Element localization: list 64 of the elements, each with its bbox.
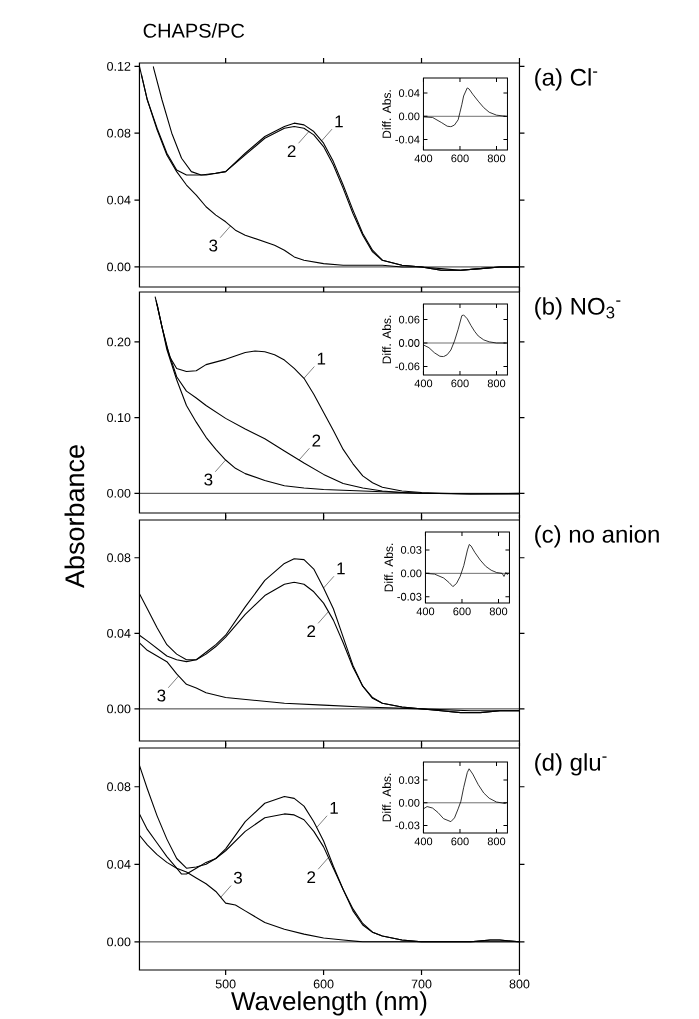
y-tick-label: 0.00 <box>398 339 420 347</box>
x-tick-label: 600 <box>313 979 334 989</box>
y-tick-label: 0.00 <box>106 488 131 498</box>
y-tick-label: 0.08 <box>106 553 131 563</box>
x-tick-label: 800 <box>487 154 506 163</box>
annotation: 1 <box>330 802 338 814</box>
x-tick-label: 700 <box>411 979 432 989</box>
x-tick-label: 800 <box>487 837 506 846</box>
y-tick-label: 0.00 <box>400 569 422 578</box>
x-tick-label: 600 <box>451 379 469 388</box>
y-tick-label: 0.04 <box>106 859 131 869</box>
x-tick-label: 500 <box>215 979 236 989</box>
text: (b) NO$_{3}$- <box>534 297 621 320</box>
x-tick-label: 800 <box>487 379 506 388</box>
annotation: 3 <box>204 473 213 486</box>
y-axis-title: Diff. Abs. <box>381 90 391 138</box>
text: (d) glu$^{-}$ <box>534 753 607 776</box>
text: (a) Cl$^{-}$ <box>534 68 597 91</box>
x-tick-label: 600 <box>451 154 469 163</box>
x-tick-label: 400 <box>414 154 432 163</box>
y-tick-label: 0.10 <box>106 413 131 423</box>
y-tick-label: -0.03 <box>397 592 422 601</box>
annotation: 3 <box>233 871 242 884</box>
annotation: 1 <box>317 352 325 365</box>
y-tick-label: -0.04 <box>395 135 420 144</box>
annotation: 3 <box>208 239 218 252</box>
y-tick-label: 0.00 <box>398 798 420 807</box>
y-tick-label: 0.04 <box>106 195 131 205</box>
x-tick-label: 600 <box>453 607 471 616</box>
y-tick-label: 0.03 <box>400 546 422 554</box>
y-tick-label: 0.06 <box>398 315 420 324</box>
x-tick-label: 600 <box>451 837 469 846</box>
annotation: 1 <box>337 562 345 575</box>
text: (c) no anion <box>534 525 659 548</box>
annotation: 2 <box>307 871 315 884</box>
y-tick-label: 0.20 <box>106 337 131 347</box>
x-tick-label: 400 <box>414 379 432 388</box>
annotation: 2 <box>307 625 315 638</box>
y-tick-label: 0.08 <box>106 782 131 792</box>
annotation: 2 <box>287 145 296 158</box>
x-tick-label: 800 <box>489 607 508 616</box>
y-tick-label: 0.04 <box>398 89 420 97</box>
y-tick-label: 0.00 <box>106 704 131 714</box>
y-tick-label: 0.04 <box>106 628 131 638</box>
x-tick-label: 400 <box>414 837 432 846</box>
y-tick-label: 0.12 <box>106 61 131 71</box>
y-tick-label: -0.06 <box>395 362 420 371</box>
y-axis-title: Diff. Abs. <box>381 773 391 822</box>
y-tick-label: 0.00 <box>106 262 131 272</box>
y-tick-label: 0.08 <box>106 128 131 138</box>
annotation: 2 <box>312 434 320 447</box>
chart-title: CHAPS/PC <box>143 23 244 38</box>
x-axis-title: Wavelength (nm) <box>230 991 427 1016</box>
y-tick-label: 0.00 <box>398 112 420 121</box>
annotation: 3 <box>157 689 166 702</box>
y-tick-label: 0.03 <box>398 776 420 785</box>
y-tick-label: -0.03 <box>395 821 420 830</box>
y-tick-label: 0.00 <box>106 937 131 947</box>
y-axis-title: Diff. Abs. <box>381 315 391 364</box>
y-axis-title: Absorbance <box>64 445 85 588</box>
y-axis-title: Diff. Abs. <box>383 543 393 592</box>
x-tick-label: 400 <box>416 607 434 616</box>
x-tick-label: 800 <box>509 979 530 989</box>
annotation: 1 <box>335 115 343 128</box>
